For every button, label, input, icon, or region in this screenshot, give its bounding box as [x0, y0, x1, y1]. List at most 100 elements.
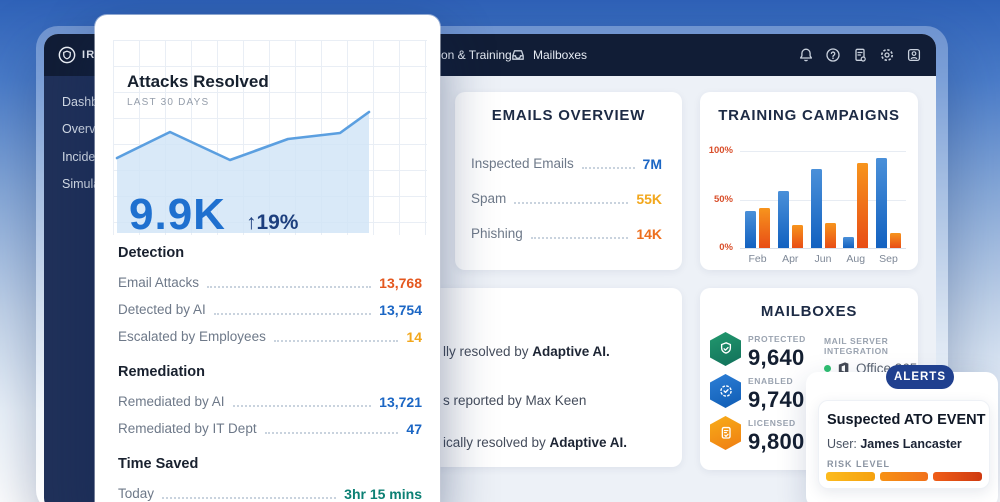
dotted-leader — [162, 496, 337, 499]
attacks-stats: Detection Email Attacks 13,768 Detected by… — [118, 245, 422, 502]
sidebar-item-simula[interactable]: Simula — [62, 177, 101, 192]
sidebar-item-dashb[interactable]: Dashb — [62, 95, 99, 109]
chart-gridlines: 100% 50% 0% — [709, 145, 906, 253]
sidebar-item-overv[interactable]: Overv — [62, 122, 96, 137]
time-saved-section: Time Saved Today 3hr 15 mins — [118, 456, 422, 502]
dotted-leader — [207, 285, 372, 288]
alert-user: User: James Lancaster — [827, 437, 962, 451]
stat-label: Phishing — [471, 226, 523, 241]
nav-item-label: Mailboxes — [533, 48, 588, 62]
alerts-button[interactable]: ALERTS — [886, 365, 954, 389]
logo-icon — [58, 46, 76, 64]
integration-label: MAIL SERVER INTEGRATION — [824, 336, 889, 356]
inbox-icon — [512, 50, 524, 60]
bar-group-apr: Apr — [777, 151, 803, 265]
card-title: EMAILS OVERVIEW — [491, 107, 646, 124]
stat-value: 14 — [406, 328, 422, 345]
emails-overview-rows: Inspected Emails 7M Spam 55K Phishing 14K — [471, 146, 662, 251]
orange-bar — [857, 162, 869, 248]
gridline — [740, 199, 906, 201]
sidebar-item-incide[interactable]: Incide — [62, 149, 96, 164]
topbar-actions — [798, 34, 922, 76]
incidents-feed-card: lly resolved by Adaptive AI. s reported b… — [420, 288, 682, 467]
x-axis-label: Feb — [748, 253, 767, 265]
feed-bold-text: Adaptive AI. — [549, 435, 628, 450]
stat-row: Phishing 14K — [471, 216, 662, 251]
stat-row: Inspected Emails 7M — [471, 146, 662, 181]
training-campaigns-card: TRAINING CAMPAIGNS 100% 50% 0% Feb Apr Jun Aug… — [700, 92, 918, 270]
big-stat: 9.9K ↑19% — [129, 190, 298, 240]
x-axis-label: Aug — [846, 253, 866, 265]
stat-value: 13,768 — [379, 274, 422, 291]
nav-item-mailboxes[interactable]: Mailboxes — [510, 34, 587, 76]
dotted-leader — [213, 312, 372, 315]
alert-user-label: User: — [827, 437, 861, 451]
mailboxes-protected-row: PROTECTED 9,640 — [710, 332, 806, 371]
card-title: Attacks Resolved — [127, 72, 269, 91]
orange-bar — [890, 233, 901, 248]
remediation-section: Remediation Remediated by AI 13,721 Remedi… — [118, 364, 422, 442]
stat-row: Remediated by AI 13,721 — [118, 388, 422, 415]
stat-label: Remediated by IT Dept — [118, 421, 257, 436]
attacks-line-chart — [115, 110, 371, 233]
help-icon[interactable] — [825, 47, 841, 63]
badge-label: LICENSED — [748, 418, 796, 428]
nav-item-simulation-training[interactable]: on & Training — [441, 34, 512, 76]
sidebar-items: Dashb Overv Incide Simula — [44, 89, 156, 199]
account-icon[interactable] — [906, 47, 922, 63]
card-subtitle: LAST 30 DAYS — [127, 97, 210, 108]
dotted-leader — [232, 404, 372, 407]
emails-overview-card: EMAILS OVERVIEW Inspected Emails 7M Spam 55… — [455, 92, 682, 270]
gridline — [740, 151, 906, 152]
risk-segment — [826, 472, 875, 481]
stat-row: Detected by AI 13,754 — [118, 296, 422, 323]
section-heading: Time Saved — [118, 456, 199, 472]
badge-value: 9,740 — [748, 387, 805, 412]
blue-bar — [745, 211, 756, 248]
alert-title: Suspected ATO EVENT — [827, 412, 986, 428]
bell-icon[interactable] — [798, 47, 814, 63]
stat-row: Escalated by Employees 14 — [118, 323, 422, 350]
big-stat-delta: ↑19% — [245, 211, 299, 234]
badge-value: 9,800 — [748, 429, 805, 454]
settings-icon[interactable] — [879, 47, 895, 63]
detection-rows: Email Attacks 13,768 Detected by AI 13,754 E… — [118, 269, 422, 350]
big-stat-value: 9.9K — [129, 190, 226, 239]
stat-value: 47 — [406, 420, 422, 437]
mailboxes-enabled-row: ENABLED 9,740 — [710, 374, 805, 413]
stat-label: Remediated by AI — [118, 394, 225, 409]
blue-bar — [777, 190, 789, 248]
alert-user-name: James Lancaster — [860, 437, 962, 451]
badge-label: PROTECTED — [748, 334, 806, 344]
stat-row: Today 3hr 15 mins — [118, 480, 422, 502]
bar-group-feb: Feb — [745, 151, 770, 265]
gridline — [740, 248, 906, 249]
feed-text: ically resolved by — [443, 435, 550, 450]
dotted-leader — [264, 431, 399, 434]
orange-bar — [759, 208, 770, 248]
card-title: MAILBOXES — [760, 303, 858, 320]
x-axis-label: Apr — [782, 253, 799, 265]
stat-value: 14K — [636, 225, 662, 242]
card-title: TRAINING CAMPAIGNS — [718, 107, 900, 124]
stat-value: 7M — [642, 155, 662, 172]
stat-label: Detected by AI — [118, 302, 206, 317]
report-icon[interactable] — [852, 47, 868, 63]
stat-value: 55K — [636, 190, 662, 207]
bar-groups: Feb Apr Jun Aug Sep — [740, 151, 906, 265]
badge-label: ENABLED — [748, 376, 794, 386]
shield-check-icon — [710, 332, 741, 366]
trend-line — [115, 110, 371, 162]
stat-label: Email Attacks — [118, 275, 200, 290]
orange-bar — [791, 224, 803, 248]
stat-label: Spam — [471, 191, 507, 206]
risk-segment — [879, 472, 929, 481]
risk-level-bar — [826, 472, 983, 481]
feed-item: ically resolved by Adaptive AI. — [443, 435, 627, 450]
stat-row: Remediated by IT Dept 47 — [118, 415, 422, 442]
dotted-leader — [273, 339, 399, 342]
stat-row: Spam 55K — [471, 181, 662, 216]
bar-group-sep: Sep — [876, 151, 901, 265]
mailboxes-licensed-row: LICENSED 9,800 — [710, 416, 805, 455]
dotted-leader — [581, 166, 635, 169]
